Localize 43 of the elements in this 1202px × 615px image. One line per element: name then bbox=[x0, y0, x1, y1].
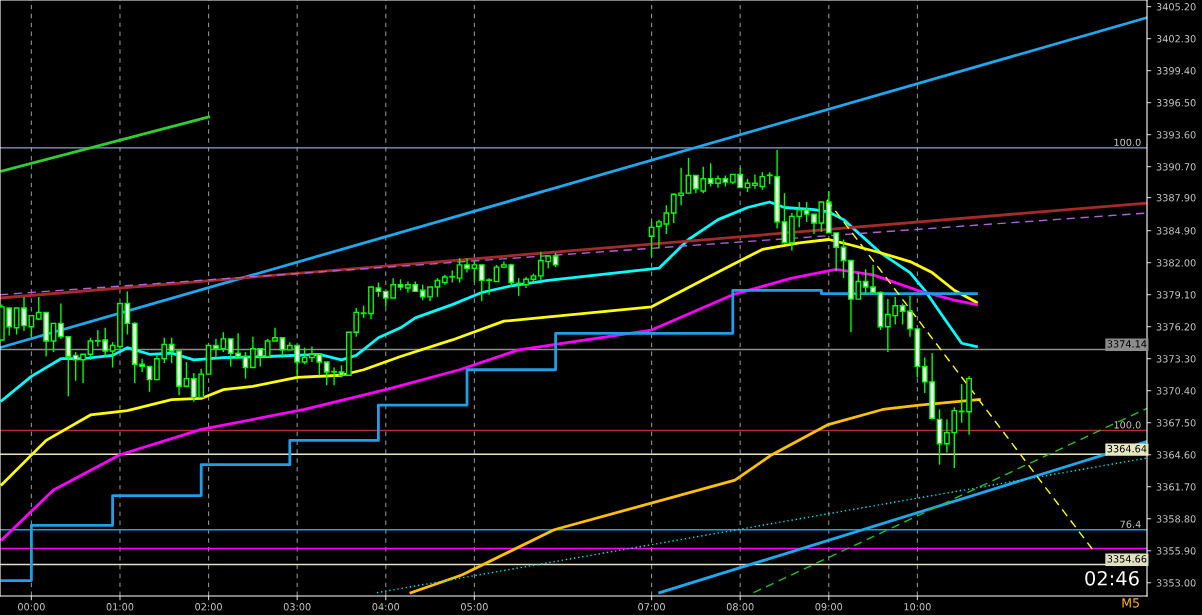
y-tick-label: 3353.00 bbox=[1156, 579, 1196, 587]
y-tick-label: 3355.90 bbox=[1156, 547, 1196, 555]
annotation: 76.4 bbox=[1120, 520, 1141, 528]
x-tick-label: 10:00 bbox=[904, 603, 931, 611]
y-tick-label: 3367.50 bbox=[1156, 419, 1196, 427]
y-tick-label: 3370.40 bbox=[1156, 387, 1196, 395]
y-tick-label: 3382.00 bbox=[1156, 259, 1196, 267]
line-series bbox=[0, 200, 978, 403]
y-tick-label: 3405.20 bbox=[1156, 3, 1196, 11]
x-tick-label: 04:00 bbox=[372, 603, 400, 611]
candlestick bbox=[87, 337, 94, 361]
x-tick-label: 09:00 bbox=[815, 603, 843, 611]
y-tick-label: 3402.30 bbox=[1156, 35, 1196, 43]
x-tick-label: 02:00 bbox=[195, 603, 222, 611]
ref-line-label: 3364.64 bbox=[1107, 445, 1147, 453]
x-tick-label: 03:00 bbox=[283, 603, 311, 611]
y-tick-label: 3390.70 bbox=[1156, 163, 1196, 171]
annotation: 100.0 bbox=[1114, 421, 1141, 429]
y-tick-label: 3379.10 bbox=[1156, 291, 1196, 299]
y-tick-label: 3384.90 bbox=[1156, 227, 1196, 235]
x-tick-label: 05:00 bbox=[461, 603, 488, 611]
x-tick-label: 07:00 bbox=[638, 603, 665, 611]
x-tick-label: 00:00 bbox=[18, 603, 45, 611]
annotation: 100.0 bbox=[1114, 138, 1141, 147]
y-tick-label: 3376.20 bbox=[1156, 323, 1196, 331]
line-series bbox=[0, 267, 978, 542]
ref-line-label: 3354.66 bbox=[1107, 555, 1147, 563]
candlestick bbox=[279, 337, 286, 359]
y-tick-label: 3361.70 bbox=[1156, 483, 1196, 491]
ref-line-label: 3374.14 bbox=[1107, 340, 1147, 348]
y-tick-label: 3358.80 bbox=[1156, 515, 1196, 523]
y-tick-label: 3396.50 bbox=[1156, 99, 1196, 107]
y-tick-label: 3364.60 bbox=[1156, 451, 1196, 459]
candlestick bbox=[781, 192, 788, 244]
text: M5 bbox=[1122, 598, 1139, 608]
annotation: 02:46 bbox=[1085, 570, 1139, 586]
y-tick-label: 3387.90 bbox=[1156, 194, 1196, 202]
y-tick-label: 3373.30 bbox=[1156, 355, 1196, 363]
x-tick-label: 08:00 bbox=[726, 603, 754, 611]
y-tick-label: 3399.40 bbox=[1156, 67, 1196, 75]
x-tick-label: 01:00 bbox=[106, 603, 134, 611]
line-series bbox=[409, 398, 981, 595]
y-tick-label: 3393.60 bbox=[1156, 131, 1196, 139]
